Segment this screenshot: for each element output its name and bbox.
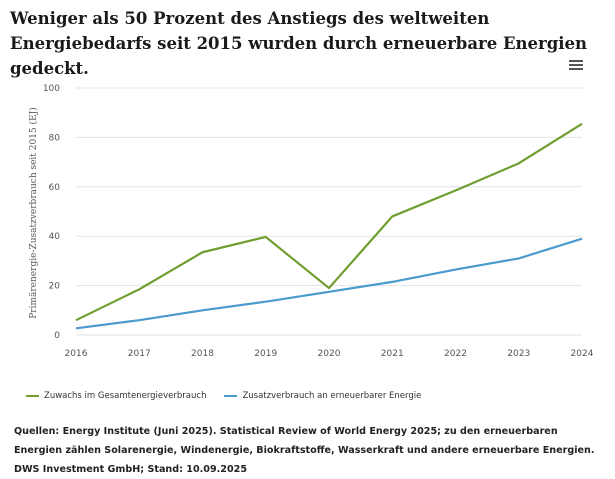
x-tick-label: 2018 <box>191 349 214 359</box>
x-tick-label: 2017 <box>128 349 151 359</box>
legend: Zuwachs im Gesamtenergieverbrauch Zusatz… <box>26 391 421 401</box>
y-tick-label: 40 <box>49 232 61 242</box>
line-chart: 0 20 40 60 80 100 2016 2017 2018 2019 2020 2021 202… <box>0 0 615 390</box>
grid-lines <box>76 88 582 335</box>
y-tick-label: 80 <box>49 133 61 143</box>
legend-swatch-gesamt <box>26 395 39 397</box>
x-tick-label: 2016 <box>65 349 88 359</box>
y-tick-label: 60 <box>49 183 61 193</box>
legend-label-gesamt: Zuwachs im Gesamtenergieverbrauch <box>44 391 206 401</box>
legend-item-erneuerbar[interactable]: Zusatzverbrauch an erneuerbarer Energie <box>224 391 421 401</box>
x-tick-label: 2021 <box>381 349 404 359</box>
legend-label-erneuerbar: Zusatzverbrauch an erneuerbarer Energie <box>242 391 421 401</box>
y-tick-labels: 0 20 40 60 80 100 <box>43 84 60 341</box>
legend-item-gesamt[interactable]: Zuwachs im Gesamtenergieverbrauch <box>26 391 206 401</box>
x-tick-labels: 2016 2017 2018 2019 2020 2021 2022 2023 2024 <box>65 349 594 359</box>
series-lines <box>76 124 582 329</box>
x-tick-label: 2022 <box>444 349 467 359</box>
x-tick-label: 2023 <box>507 349 530 359</box>
x-tick-label: 2024 <box>571 349 594 359</box>
series-line-1[interactable] <box>76 239 582 329</box>
y-axis-label: Primärenergie-Zusatzverbrauch seit 2015 … <box>28 107 39 319</box>
source-note: Quellen: Energy Institute (Juni 2025). S… <box>14 422 604 479</box>
y-tick-label: 100 <box>43 84 60 94</box>
x-tick-label: 2019 <box>254 349 277 359</box>
x-tick-label: 2020 <box>318 349 341 359</box>
y-tick-label: 20 <box>49 282 61 292</box>
y-tick-label: 0 <box>54 331 60 341</box>
legend-swatch-erneuerbar <box>224 395 237 397</box>
